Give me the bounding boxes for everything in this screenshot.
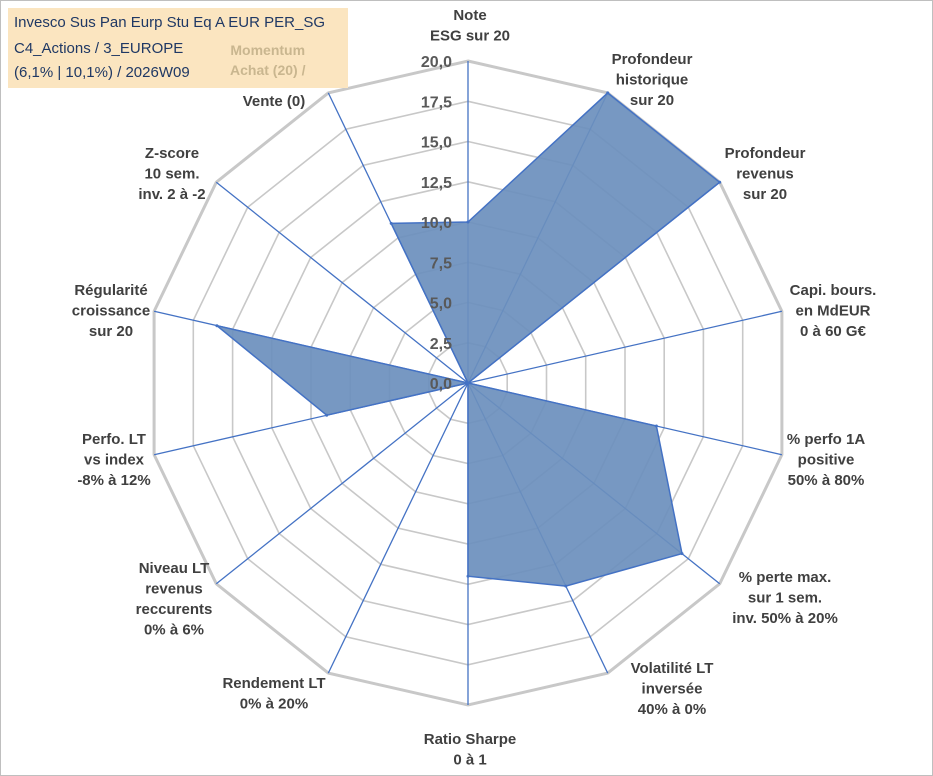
axis-label-line: 0 à 60 G€ [800,323,867,340]
momentum-label: Momentum Achat (20) / [230,40,305,80]
axis-label-line: croissance [72,303,150,320]
tick-label: 5,0 [430,296,452,313]
axis-label-line: % perfo 1A [787,431,866,448]
axis-label-line: reccurents [136,601,213,618]
axis-label-line: inv. 50% à 20% [732,610,838,627]
axis-label-line: revenus [145,581,203,598]
axis-label-5: % perte max. sur 1 sem. inv. 50% à 20% [732,569,838,627]
axis-label-12: Z-score 10 sem. inv. 2 à -2 [138,145,205,203]
axis-label-line: 40% à 0% [638,701,706,718]
fund-name: Invesco Sus Pan Eurp Stu Eq A EUR PER_SG [14,14,325,31]
axis-label-line: positive [798,452,855,469]
axis-label-line: Note [453,7,486,24]
axis-spoke-9 [215,382,469,585]
axis-label-line: sur 20 [630,92,674,109]
axis-label-line: Z-score [145,145,199,162]
axis-label-line: ESG sur 20 [430,28,510,45]
tick-label: 17,5 [421,94,452,111]
axis-label-4: % perfo 1A positive 50% à 80% [787,431,866,489]
axis-label-line: 10 sem. [144,166,199,183]
data-point-5 [680,552,684,556]
axis-label-line: sur 1 sem. [748,590,822,607]
axis-label-line: Ratio Sharpe [424,731,517,748]
axis-spoke-8 [327,382,469,674]
tick-label: 2,5 [430,336,452,353]
axis-label-line: 0 à 1 [453,752,486,769]
axis-label-8: Rendement LT 0% à 20% [222,675,325,713]
axis-label-line: sur 20 [743,186,787,203]
axis-label-line: % perte max. [739,569,832,586]
data-point-1 [606,91,610,95]
data-point-12 [466,381,470,385]
data-point-2 [718,180,722,184]
axis-label-line: sur 20 [89,323,133,340]
axis-label-line: inv. 2 à -2 [138,186,205,203]
radar-tick-labels: 0,0 2,5 5,0 7,5 10,0 12,5 15,0 17,5 20,0 [421,54,452,393]
tick-label: 0,0 [430,376,452,393]
axis-label-line: inversée [642,681,703,698]
tick-label: 10,0 [421,215,452,232]
axis-label-line: Profondeur [612,51,693,68]
fund-category: C4_Actions / 3_EUROPE [14,40,184,57]
axis-label-10: Perfo. LT vs index -8% à 12% [77,431,150,489]
momentum-label-line2: Achat (20) / [230,62,306,78]
axis-label-line: Capi. bours. [790,282,877,299]
tick-label: 20,0 [421,54,452,71]
axis-label-0: Note ESG sur 20 [430,7,510,45]
axis-label-line: Volatilité LT [631,660,714,677]
axis-label-2: Profondeur revenus sur 20 [725,145,806,203]
axis-label-line: vs index [84,452,145,469]
tick-label: 7,5 [430,255,452,272]
tick-label: 12,5 [421,175,452,192]
axis-label-line: en MdEUR [796,303,871,320]
axis-label-7: Ratio Sharpe 0 à 1 [424,731,517,769]
radar-axis-labels: Note ESG sur 20 Profondeur historique sur 20… [72,7,877,769]
data-point-11 [215,324,219,328]
axis-label-line: Vente (0) [243,93,306,110]
axis-label-line: 50% à 80% [788,472,865,489]
data-point-7 [466,574,470,578]
axis-spoke-12 [215,181,469,384]
fund-info-box: Invesco Sus Pan Eurp Stu Eq A EUR PER_SG… [8,8,348,88]
axis-label-line: 0% à 20% [240,696,308,713]
data-point-6 [564,584,568,588]
tick-label: 15,0 [421,135,452,152]
axis-label-1: Profondeur historique sur 20 [612,51,693,109]
axis-label-3: Capi. bours. en MdEUR 0 à 60 G€ [790,282,877,340]
axis-label-line: 0% à 6% [144,622,204,639]
data-point-0 [466,220,470,224]
axis-label-line: revenus [736,166,794,183]
axis-label-line: Perfo. LT [82,431,146,448]
axis-label-line: Niveau LT [139,560,210,577]
data-point-10 [325,413,329,417]
data-point-13 [389,221,393,225]
data-point-4 [654,424,658,428]
axis-label-9: Niveau LT revenus reccurents 0% à 6% [136,560,213,639]
radar-series [215,91,722,588]
axis-label-line: Régularité [74,282,147,299]
fund-stats: (6,1% | 10,1%) / 2026W09 [14,64,190,81]
axis-label-line: Rendement LT [222,675,325,692]
axis-label-13: Vente (0) [243,93,306,110]
momentum-label-line1: Momentum [230,42,306,58]
axis-spoke-3 [467,310,783,384]
axis-label-6: Volatilité LT inversée 40% à 0% [631,660,714,718]
axis-label-line: -8% à 12% [77,472,150,489]
axis-label-11: Régularité croissance sur 20 [72,282,150,340]
axis-label-line: Profondeur [725,145,806,162]
axis-label-line: historique [616,72,689,89]
series-area [216,91,721,587]
